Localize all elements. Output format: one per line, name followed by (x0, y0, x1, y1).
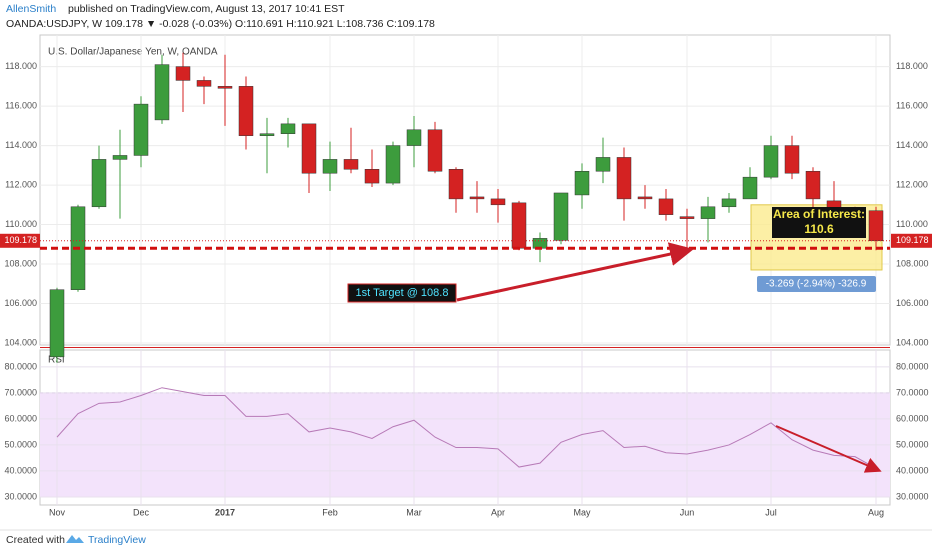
candle-body (448, 169, 464, 200)
candle-body (742, 176, 758, 200)
candle-body (721, 198, 737, 208)
candle-body (868, 210, 884, 242)
candle-body (217, 86, 233, 89)
rsi-tick-label: 80.0000 (4, 361, 37, 371)
candle-body (91, 159, 107, 208)
candle-body (427, 129, 443, 172)
rsi-tick-label-right: 70.0000 (896, 387, 929, 397)
y-tick-label-right: 110.000 (896, 219, 928, 229)
candle-body (700, 206, 716, 219)
measure-label: -3.269 (-2.94%) -326.9 (766, 279, 867, 290)
candle-body (616, 157, 632, 200)
price-pane (39, 34, 891, 346)
candle-body (511, 202, 527, 249)
y-tick-label-right: 116.000 (896, 100, 928, 110)
last-price-label-right: 109.178 (896, 235, 929, 245)
rsi-tick-label-right: 40.0000 (896, 465, 929, 475)
candle-body (259, 133, 275, 136)
zone-label-box (772, 207, 866, 238)
candle-body (364, 169, 380, 184)
y-tick-label-right: 112.000 (896, 179, 928, 189)
candle-body (238, 86, 254, 136)
target-label: 1st Target @ 108.8 (356, 287, 449, 299)
rsi-tick-label-right: 50.0000 (896, 439, 929, 449)
rsi-tick-label-right: 30.0000 (896, 491, 929, 501)
candle-body (343, 159, 359, 170)
published: published on TradingView.com, August 13,… (68, 3, 345, 15)
x-tick-label: Jun (680, 507, 695, 517)
candle-body (637, 196, 653, 200)
candle-body (784, 145, 800, 174)
x-tick-label: 2017 (215, 507, 235, 517)
rsi-line (56, 387, 877, 469)
last-price-badge (0, 233, 40, 248)
candle-body (49, 289, 65, 358)
footer-brand[interactable]: TradingView (88, 534, 146, 546)
candle-body (322, 159, 338, 174)
x-tick-label: Mar (406, 507, 422, 517)
rsi-label: RSI (48, 355, 65, 366)
candle-body (301, 123, 317, 174)
y-tick-label: 106.000 (4, 298, 37, 308)
rsi-tick-label: 30.0000 (4, 491, 37, 501)
candle-body (595, 157, 611, 172)
measure-box (757, 276, 876, 292)
y-tick-label: 110.000 (5, 219, 37, 229)
y-tick-label-right: 106.000 (896, 298, 929, 308)
candle-body (658, 198, 674, 215)
tv-logo (66, 535, 84, 543)
y-tick-label-right: 118.000 (896, 61, 928, 71)
x-tick-label: Jul (765, 507, 777, 517)
x-tick-label: May (573, 507, 591, 517)
x-tick-label: Nov (49, 507, 66, 517)
candle-body (406, 129, 422, 146)
y-tick-label: 104.000 (4, 337, 37, 347)
candle-body (280, 123, 296, 134)
rsi-tick-label: 60.0000 (4, 413, 37, 423)
rsi-tick-label-right: 60.0000 (896, 413, 929, 423)
target-arrow (456, 242, 694, 302)
zone-value: 110.6 (804, 222, 834, 236)
candle-body (112, 155, 128, 160)
last-price-badge-right (891, 233, 932, 248)
x-tick-label: Aug (868, 507, 884, 517)
y-tick-label-right: 104.000 (896, 337, 929, 347)
rsi-tick-label: 50.0000 (4, 439, 37, 449)
y-tick-label: 112.000 (5, 179, 37, 189)
candle-body (490, 198, 506, 206)
x-tick-label: Dec (133, 507, 150, 517)
candle-body (805, 170, 821, 200)
y-tick-label-right: 108.000 (896, 258, 929, 268)
y-tick-label: 118.000 (5, 61, 37, 71)
x-tick-label: Apr (491, 507, 505, 517)
candle-body (553, 192, 569, 241)
candle-body (154, 64, 170, 121)
candle-body (385, 145, 401, 184)
candle-body (574, 170, 590, 196)
candle-body (196, 80, 212, 87)
target-box (347, 283, 457, 303)
zone-title: Area of Interest: (773, 207, 865, 221)
y-tick-label: 114.000 (5, 140, 37, 150)
rsi-tick-label: 40.0000 (4, 465, 37, 475)
rsi-tick-label: 70.0000 (4, 387, 37, 397)
last-price-label: 109.178 (4, 235, 37, 245)
candle-body (175, 66, 191, 81)
rsi-tick-label-right: 80.0000 (896, 361, 929, 371)
candle-body (679, 216, 695, 219)
symbol-line: OANDA:USDJPY, W 109.178 ▼ -0.028 (-0.03%… (6, 18, 435, 30)
y-tick-label-right: 114.000 (896, 140, 928, 150)
y-tick-label: 108.000 (4, 258, 37, 268)
y-tick-label: 116.000 (5, 100, 37, 110)
candle-body (133, 103, 149, 156)
x-tick-label: Feb (322, 507, 338, 517)
candle-body (763, 145, 779, 178)
author[interactable]: AllenSmith (6, 3, 56, 15)
footer-created: Created with (6, 534, 65, 546)
candle-body (469, 196, 485, 200)
chart-title: U.S. Dollar/Japanese Yen, W, OANDA (48, 47, 218, 58)
rsi-arrow (775, 425, 882, 473)
